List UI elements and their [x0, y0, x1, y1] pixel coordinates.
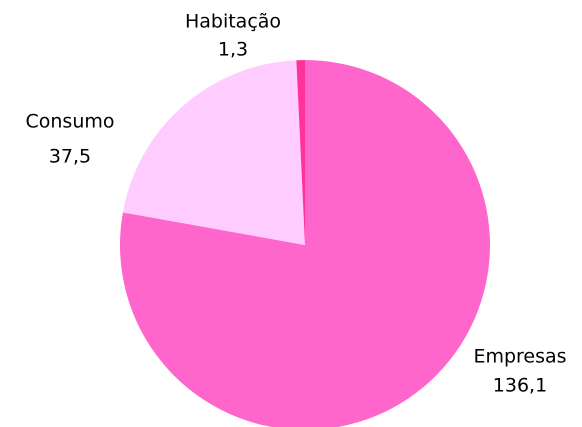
pie-slice: [296, 60, 305, 245]
slice-value: 1,3: [218, 39, 248, 61]
pie-slice: [120, 60, 490, 427]
slice-label: Consumo: [25, 111, 114, 133]
pie-slice: [122, 60, 305, 246]
slice-label: Empresas: [473, 346, 566, 368]
slice-value: 136,1: [493, 375, 547, 397]
slice-value: 37,5: [49, 146, 91, 168]
slice-label: Habitação: [185, 11, 281, 33]
